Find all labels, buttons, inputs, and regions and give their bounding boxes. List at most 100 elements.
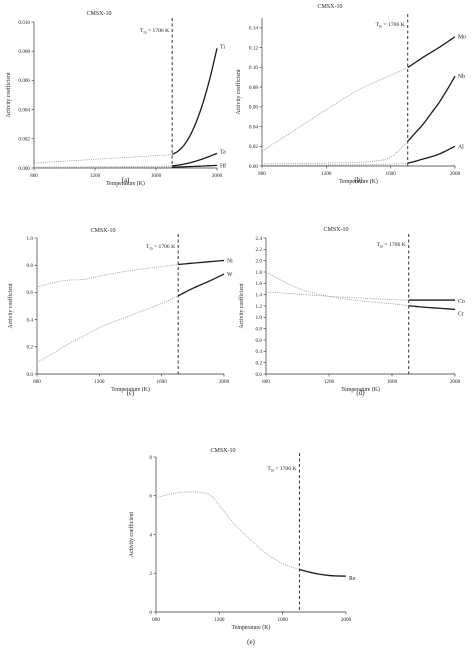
- y-tick-label: 0: [149, 610, 152, 616]
- y-tick-label: 0.10: [249, 65, 258, 71]
- y-tick-label: 0.8: [27, 263, 34, 269]
- y-tick-label: 0.000: [18, 166, 30, 172]
- y-axis-label: Activity coefficient: [238, 283, 245, 329]
- series-line-dotted: [36, 295, 178, 363]
- series-label: Ni: [227, 258, 233, 264]
- x-tick-label: 800: [258, 171, 266, 177]
- x-tick-label: 1200: [321, 171, 332, 177]
- series-line-solid: [407, 145, 456, 164]
- x-tick-label: 1600: [387, 379, 398, 385]
- y-tick-label: 0.8: [256, 326, 263, 332]
- y-tick-label: 0.14: [249, 26, 258, 32]
- y-axis-label: Activity coefficient: [5, 72, 12, 118]
- y-tick-label: 1.6: [256, 281, 263, 287]
- series-line-solid: [172, 164, 218, 168]
- melting-temperature-label: Tm = 1706 K: [146, 244, 175, 251]
- series-line-solid: [178, 259, 225, 266]
- series-line-dotted: [261, 162, 407, 166]
- y-tick-label: 0.0: [256, 372, 263, 378]
- y-tick-label: 0.010: [18, 20, 30, 26]
- series-line-solid: [408, 305, 456, 311]
- y-tick-label: 0.6: [256, 338, 263, 344]
- x-tick-label: 2000: [212, 173, 223, 179]
- y-tick-label: 1.0: [27, 236, 34, 242]
- series-label: Al: [458, 144, 464, 150]
- panel-label: (a): [122, 176, 130, 184]
- y-tick-label: 0.6: [27, 290, 34, 296]
- y-tick-label: 2.4: [256, 236, 263, 242]
- series-mo: Mo: [261, 35, 466, 152]
- y-tick-label: 0.2: [27, 345, 34, 351]
- chart-panel-d: 800 1200 1600 2000 0.0 0.2 0.4 0.6 0.8 1.0 1.2 1.4 1…: [238, 227, 465, 397]
- x-tick-label: 2000: [450, 379, 461, 385]
- series-line-dotted: [33, 165, 172, 168]
- series-ti: Ti: [33, 44, 225, 164]
- y-tick-label: 0.2: [256, 360, 263, 366]
- chart-title: CMSX-10: [90, 228, 115, 234]
- series-cr: Cr: [265, 271, 464, 317]
- y-tick-label: 0.02: [249, 144, 258, 150]
- y-tick-label: 1.4: [256, 292, 263, 298]
- y-tick-label: 0.4: [27, 317, 34, 323]
- x-tick-label: 1600: [385, 171, 396, 177]
- y-tick-label: 0.08: [249, 85, 258, 91]
- y-tick-label: 0.04: [249, 124, 258, 130]
- y-tick-label: 4: [149, 532, 152, 538]
- chart-title: CMSX-10: [317, 4, 342, 10]
- x-axis-label: Temperature (K): [339, 178, 378, 185]
- series-w: W: [36, 272, 233, 363]
- melting-temperature-label: Tm = 1706 K: [267, 466, 296, 473]
- y-tick-label: 6: [149, 494, 152, 500]
- series-line-solid: [172, 152, 218, 167]
- series-label: Co: [458, 299, 465, 305]
- x-tick-label: 800: [33, 379, 41, 385]
- chart-panel-e: 800 1200 1600 2000 0 2 4 6 8 Temperature (K) Activ…: [128, 448, 356, 646]
- y-tick-label: 0.4: [256, 349, 263, 355]
- x-tick-label: 1600: [151, 173, 162, 179]
- series-label: Ti: [220, 44, 225, 50]
- y-tick-label: 2: [149, 571, 152, 577]
- panel-label: (b): [354, 176, 363, 184]
- series-label: W: [227, 272, 233, 278]
- chart-title: CMSX-10: [323, 227, 348, 233]
- chart-panel-a: 800 1200 1600 2000 0.000 0.002 0.004 0.006 0.008…: [5, 11, 226, 187]
- x-tick-label: 800: [262, 379, 270, 385]
- melting-temperature-label: Tm = 1706 K: [140, 28, 169, 35]
- x-axis-label: Temperature (K): [111, 386, 150, 393]
- y-tick-label: 0.002: [18, 137, 30, 143]
- y-tick-label: 8: [149, 455, 152, 461]
- series-line-dotted: [265, 271, 408, 307]
- y-axis-label: Activity coefficient: [235, 69, 242, 115]
- series-label: Nb: [458, 74, 465, 80]
- series-al: Al: [261, 144, 464, 166]
- series-line-dotted: [265, 291, 408, 301]
- series-re: Re: [155, 491, 356, 582]
- x-axis-label: Temperature (K): [341, 386, 380, 393]
- series-label: Cr: [458, 311, 464, 317]
- panel-label: (d): [356, 389, 365, 397]
- y-tick-label: 0.00: [249, 164, 258, 170]
- series-line-dotted: [261, 67, 407, 152]
- series-hf: Hf: [33, 162, 226, 169]
- x-tick-label: 1600: [156, 379, 167, 385]
- y-tick-label: 0.008: [18, 49, 30, 55]
- series-line-solid: [177, 273, 225, 297]
- y-tick-label: 1.2: [256, 304, 263, 310]
- series-ta: Ta: [33, 149, 226, 168]
- y-axis-label: Activity coefficient: [128, 512, 135, 558]
- series-line-dotted: [36, 264, 178, 288]
- x-axis-label: Temperature (K): [232, 624, 271, 631]
- y-tick-label: 0.12: [249, 45, 258, 51]
- series-line-solid: [171, 48, 218, 155]
- y-tick-label: 1.0: [256, 315, 263, 321]
- x-tick-label: 1600: [277, 617, 288, 623]
- y-tick-label: 0.0: [27, 372, 34, 378]
- x-tick-label: 2000: [341, 617, 352, 623]
- x-tick-label: 1200: [214, 617, 225, 623]
- series-line-solid: [407, 75, 456, 142]
- melting-temperature-label: Tm = 1706 K: [376, 22, 405, 29]
- series-label: Hf: [220, 162, 226, 169]
- x-tick-label: 1200: [94, 379, 105, 385]
- panel-label: (e): [247, 638, 255, 646]
